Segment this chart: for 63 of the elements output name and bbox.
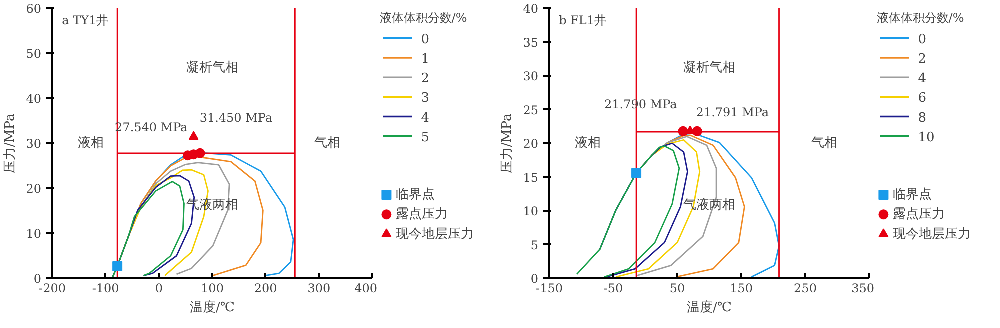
x-tick-label: 50 <box>670 282 686 296</box>
x-tick-label: 200 <box>254 282 278 296</box>
legend-label: 6 <box>918 91 926 106</box>
x-tick-label: 350 <box>852 282 874 296</box>
chart-title: b FL1井 <box>559 13 607 28</box>
x-tick-label: -200 <box>39 282 66 296</box>
x-axis-title: 温度/℃ <box>190 300 235 316</box>
x-tick-label: 100 <box>201 282 224 296</box>
x-tick-label: 0 <box>155 282 163 296</box>
legend-label: 1 <box>421 52 430 68</box>
y-tick-label: 0 <box>530 272 539 286</box>
y-tick-label: 60 <box>26 2 42 16</box>
legend-label: 4 <box>918 72 926 87</box>
y-axis-title: 压力/MPa <box>500 113 516 174</box>
annotation: 凝析气相 <box>186 60 238 76</box>
y-tick-label: 25 <box>523 103 539 118</box>
x-tick-label: 150 <box>730 282 753 296</box>
y-tick-label: 50 <box>26 47 42 61</box>
legend-label: 4 <box>421 110 430 126</box>
x-tick-label: 400 <box>354 282 378 296</box>
y-tick-label: 0 <box>34 272 42 286</box>
y-tick-label: 10 <box>523 204 539 218</box>
y-tick-label: 30 <box>26 137 42 151</box>
y-tick-label: 35 <box>523 36 539 50</box>
legend-label: 3 <box>421 91 430 106</box>
y-tick-label: 20 <box>26 182 42 196</box>
y-tick-label: 20 <box>523 137 539 151</box>
y-tick-label: 15 <box>523 170 539 185</box>
annotation: 气相 <box>314 136 341 151</box>
annotation: 液相 <box>574 136 601 151</box>
legend-label: 0 <box>918 32 926 48</box>
legend-label: 现今地层压力 <box>396 226 474 242</box>
legend-label: 8 <box>918 110 926 126</box>
x-tick-label: -100 <box>92 282 120 296</box>
y-tick-label: 30 <box>523 70 539 84</box>
legend-label: 临界点 <box>396 188 435 203</box>
legend-label: 2 <box>918 52 926 68</box>
legend-label: 10 <box>918 130 935 146</box>
y-tick-label: 40 <box>26 92 42 106</box>
y-tick-label: 40 <box>523 2 539 16</box>
y-tick-label: 5 <box>530 238 539 252</box>
legend-label: 临界点 <box>892 188 932 203</box>
legend-label: 露点压力 <box>892 207 945 222</box>
y-axis-title: 压力/MPa <box>3 113 18 174</box>
legend-label: 5 <box>421 130 430 146</box>
x-tick-label: -50 <box>604 282 624 296</box>
legend-label: 2 <box>421 72 430 87</box>
annotation: 气相 <box>812 136 838 151</box>
legend-label: 露点压力 <box>396 207 448 222</box>
x-tick-label: 300 <box>308 282 331 296</box>
legend-label: 现今地层压力 <box>892 226 971 242</box>
annotation: 凝析气相 <box>684 60 736 76</box>
annotation: 31.450 MPa <box>200 110 273 125</box>
legend-title: 液体体积分数/% <box>380 11 468 26</box>
annotation: 21.791 MPa <box>696 105 770 120</box>
chart-title: a TY1井 <box>62 13 109 28</box>
legend-label: 0 <box>421 32 430 48</box>
x-tick-label: -150 <box>536 282 563 296</box>
y-tick-label: 10 <box>26 227 42 241</box>
annotation: 液相 <box>78 136 104 151</box>
x-tick-label: 250 <box>794 282 817 296</box>
legend-title: 液体体积分数/% <box>876 11 964 26</box>
x-axis-title: 温度/℃ <box>687 300 732 316</box>
